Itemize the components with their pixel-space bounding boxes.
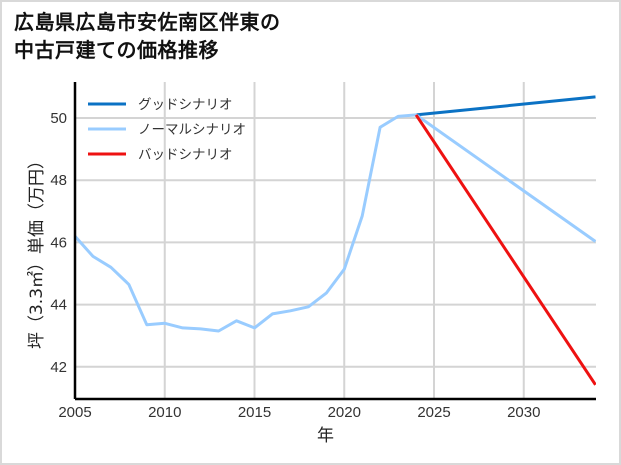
series-line <box>415 95 596 117</box>
y-tick-label: 50 <box>50 110 67 127</box>
legend-label: バッドシナリオ <box>138 147 233 163</box>
legend-label: ノーマルシナリオ <box>138 122 246 138</box>
x-tick-label: 2030 <box>507 404 540 421</box>
y-axis-label: 坪（3.3㎡）単価（万円） <box>27 152 47 349</box>
x-tick-label: 2025 <box>417 404 450 421</box>
x-tick-label: 2020 <box>328 404 361 421</box>
series-line <box>73 113 597 333</box>
title-line-1: 広島県広島市安佐南区伴東の <box>14 10 281 34</box>
title-line-2: 中古戸建ての価格推移 <box>14 38 219 62</box>
x-tick-label: 2010 <box>148 404 181 421</box>
x-tick-label: 2005 <box>58 404 91 421</box>
y-tick-label: 42 <box>50 359 67 376</box>
x-axis-label: 年 <box>317 426 334 446</box>
y-tick-label: 46 <box>50 234 67 251</box>
y-tick-label: 48 <box>50 172 67 189</box>
chart-title: 広島県広島市安佐南区伴東の 中古戸建ての価格推移 <box>14 8 281 64</box>
plot-mask <box>596 77 616 404</box>
y-tick-label: 44 <box>50 297 67 314</box>
legend-label: グッドシナリオ <box>138 97 233 113</box>
series-line <box>414 114 597 386</box>
x-tick-label: 2015 <box>238 404 271 421</box>
